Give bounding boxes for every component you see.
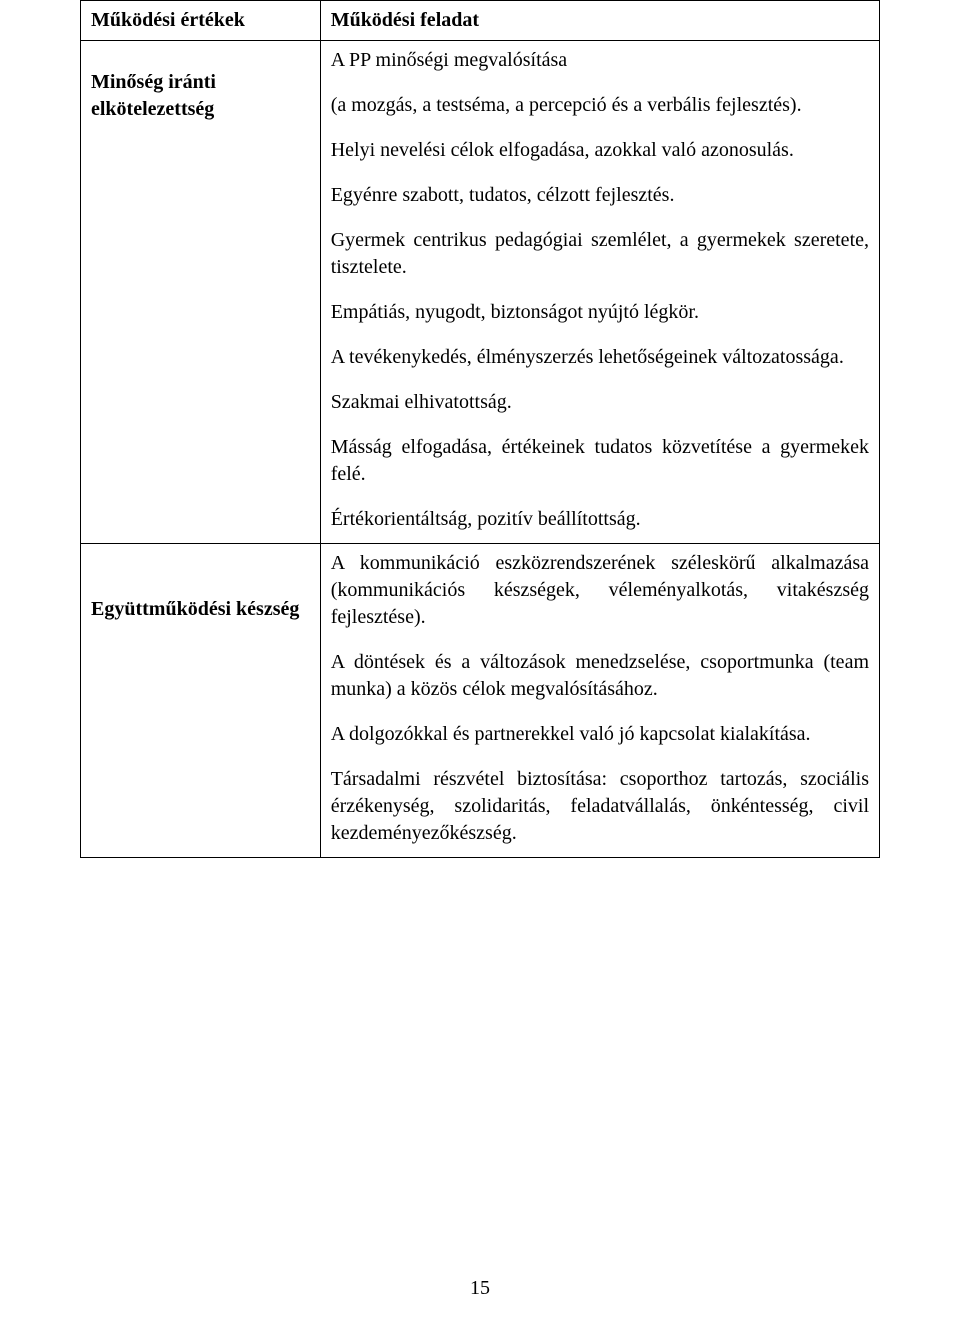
paragraph: A kommunikáció eszközrendszerének széles… <box>331 550 869 631</box>
paragraph: Társadalmi részvétel biztosítása: csopor… <box>331 766 869 847</box>
paragraph: Másság elfogadása, értékeinek tudatos kö… <box>331 434 869 488</box>
header-right-text: Működési feladat <box>331 9 479 31</box>
row1-right-cell: A PP minőségi megvalósítása (a mozgás, a… <box>320 41 879 544</box>
table-header-row: Működési értékek Működési feladat <box>81 1 880 41</box>
row2-left-cell: Együttműködési készség <box>81 544 321 858</box>
content-table: Működési értékek Működési feladat Minősé… <box>80 0 880 858</box>
row2-left-text: Együttműködési készség <box>91 598 299 620</box>
paragraph: A dolgozókkal és partnerekkel való jó ka… <box>331 721 869 748</box>
paragraph: A PP minőségi megvalósítása <box>331 47 869 74</box>
row1-left-line1: Minőség iránti <box>91 69 310 96</box>
table-row: Együttműködési készség A kommunikáció es… <box>81 544 880 858</box>
page-number: 15 <box>0 1275 960 1302</box>
paragraph: Egyénre szabott, tudatos, célzott fejles… <box>331 182 869 209</box>
page: Működési értékek Működési feladat Minősé… <box>0 0 960 1342</box>
row1-left-cell: Minőség iránti elkötelezettség <box>81 41 321 544</box>
header-left-cell: Működési értékek <box>81 1 321 41</box>
header-left-text: Működési értékek <box>91 9 245 31</box>
table-row: Minőség iránti elkötelezettség A PP minő… <box>81 41 880 544</box>
row2-right-cell: A kommunikáció eszközrendszerének széles… <box>320 544 879 858</box>
row1-left-line2: elkötelezettség <box>91 96 310 123</box>
paragraph: Értékorientáltság, pozitív beállítottság… <box>331 506 869 533</box>
paragraph: (a mozgás, a testséma, a percepció és a … <box>331 92 869 119</box>
paragraph: Helyi nevelési célok elfogadása, azokkal… <box>331 137 869 164</box>
paragraph: Empátiás, nyugodt, biztonságot nyújtó lé… <box>331 299 869 326</box>
paragraph: A döntések és a változások menedzselése,… <box>331 649 869 703</box>
paragraph: A tevékenykedés, élményszerzés lehetőség… <box>331 344 869 371</box>
paragraph: Szakmai elhivatottság. <box>331 389 869 416</box>
paragraph: Gyermek centrikus pedagógiai szemlélet, … <box>331 227 869 281</box>
header-right-cell: Működési feladat <box>320 1 879 41</box>
